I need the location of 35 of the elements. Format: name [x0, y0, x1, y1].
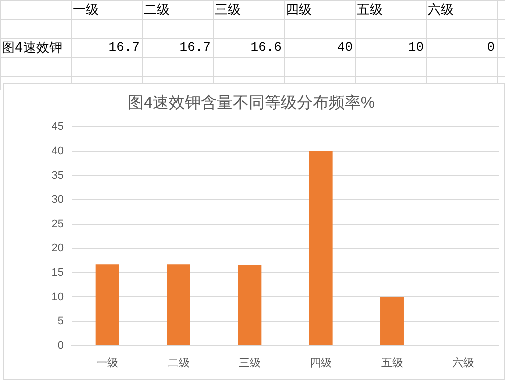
bar	[167, 264, 190, 346]
y-tick-label: 10	[52, 291, 64, 304]
data-label: 10	[407, 39, 425, 57]
y-tick-label: 40	[52, 146, 64, 158]
x-tick-label: 一级	[96, 357, 119, 370]
category-label: 二级	[144, 2, 170, 18]
category-label: 三级	[215, 2, 241, 18]
chart-title: 图4速效钾含量不同等级分布频率%	[128, 94, 376, 112]
bar	[380, 297, 404, 346]
x-tick-label: 二级	[168, 357, 190, 370]
y-tick-label: 0	[58, 340, 64, 352]
bar	[96, 264, 120, 346]
data-label: 16.6	[250, 39, 283, 57]
data-label: 40	[336, 39, 354, 57]
y-tick-label: 5	[58, 316, 64, 328]
x-tick-label: 六级	[452, 356, 474, 370]
x-tick-label: 三级	[238, 357, 261, 370]
category-label: 六级	[428, 2, 454, 18]
y-tick-label: 30	[52, 194, 64, 206]
x-tick-label: 五级	[381, 357, 404, 370]
data-label: 0	[486, 39, 496, 57]
category-label: 五级	[357, 2, 383, 18]
category-label: 四级	[286, 2, 312, 18]
x-tick-label: 四级	[310, 357, 332, 370]
data-label: 16.7	[108, 39, 141, 57]
y-tick-label: 15	[52, 266, 64, 279]
y-tick-label: 20	[52, 242, 64, 255]
category-label: 一级	[73, 2, 99, 18]
y-tick-label: 35	[52, 170, 64, 182]
data-label: 16.7	[178, 39, 212, 57]
y-tick-label: 45	[52, 121, 64, 134]
bar	[309, 151, 333, 346]
bar	[238, 265, 262, 346]
y-tick-label: 25	[52, 218, 64, 230]
text: 图4速效钾	[1, 40, 64, 57]
